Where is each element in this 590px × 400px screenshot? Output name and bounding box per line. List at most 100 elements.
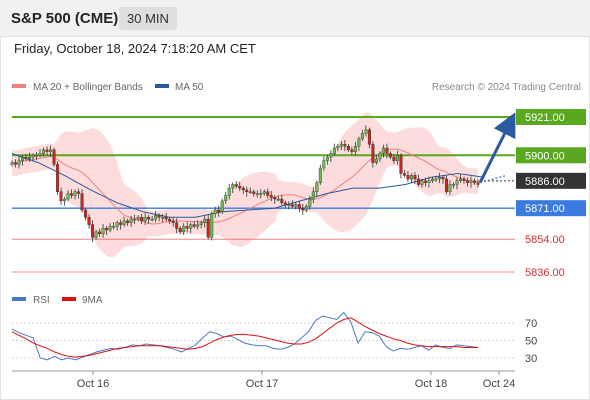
candle (434, 175, 438, 183)
candle (297, 201, 301, 213)
level-label-bg (516, 172, 586, 189)
ma9-legend-swatch (62, 297, 76, 301)
candlesticks (10, 125, 480, 243)
candle (413, 172, 417, 184)
candle-body (294, 204, 298, 207)
candle-body (308, 198, 312, 207)
candle (371, 141, 375, 168)
candle-body (255, 193, 259, 195)
level-label-resistance: 5921.00 (516, 109, 586, 125)
candle (364, 125, 368, 137)
candle-body (178, 228, 182, 233)
candle (280, 194, 284, 206)
candle (70, 189, 74, 199)
rsi-tick-label: 70 (525, 318, 537, 330)
candle (161, 214, 165, 223)
candle-body (290, 204, 294, 207)
candle-body (133, 218, 137, 221)
candle-body (45, 149, 49, 152)
candle-body (381, 147, 385, 154)
candle-body (413, 175, 417, 180)
ma20-line (11, 148, 479, 225)
rsi-legend: RSI 9MA (12, 295, 103, 306)
candle (224, 192, 228, 204)
candle-body (136, 217, 140, 220)
candle (84, 207, 88, 221)
candle-body (119, 222, 123, 225)
candle (119, 219, 123, 230)
candle-body (357, 138, 361, 147)
candle (150, 215, 154, 222)
candle-body (66, 193, 70, 200)
candle (196, 220, 200, 230)
level-label-resistance: 5900.00 (516, 147, 586, 164)
candle (273, 195, 277, 204)
rsi-legend-swatch (12, 297, 26, 301)
ma9-legend-label: 9MA (82, 295, 103, 306)
candle-body (353, 145, 357, 152)
candle-body (38, 153, 42, 156)
candle (378, 151, 382, 163)
candle (189, 222, 193, 234)
candle (311, 187, 315, 204)
candle-body (266, 191, 270, 196)
candle (318, 164, 322, 185)
candle (77, 188, 81, 199)
ma9-line (11, 317, 478, 358)
candle (343, 139, 347, 152)
candle (266, 188, 270, 199)
candle (73, 189, 77, 200)
candle-body (59, 191, 63, 202)
candle-body (140, 217, 144, 222)
candle-body (416, 178, 420, 185)
candle (350, 146, 354, 155)
candle-body (406, 175, 410, 180)
candle (203, 215, 207, 228)
timeframe-badge[interactable]: 30 MIN (119, 7, 177, 30)
candle (252, 189, 256, 197)
candle (87, 214, 91, 229)
candle (168, 216, 172, 225)
candle-body (94, 231, 98, 238)
level-label-support_blue: 5871.00 (516, 200, 586, 217)
candle-body (227, 187, 231, 196)
candle (430, 176, 434, 184)
candle-body (164, 217, 168, 220)
x-tick-label: Oct 17 (246, 378, 278, 390)
candle-body (238, 186, 242, 189)
candle (38, 149, 42, 158)
candle-body (224, 195, 228, 202)
candle (164, 212, 168, 222)
candle (395, 150, 399, 165)
candle-body (10, 162, 14, 165)
candle (374, 154, 378, 165)
candle-body (427, 180, 431, 183)
moving-averages (11, 148, 485, 225)
candle-body (332, 147, 336, 154)
ma50-legend-swatch (155, 84, 169, 88)
candle-body (448, 184, 452, 192)
candle (52, 147, 56, 167)
ma20-legend-label: MA 20 + Bollinger Bands (33, 82, 143, 93)
candle (220, 198, 224, 215)
level-label-text: 5886.00 (525, 176, 565, 188)
candle-body (206, 218, 210, 238)
rsi-line (11, 311, 479, 361)
candle-body (371, 144, 375, 163)
candle (136, 215, 140, 222)
header-bar: S&P 500 (CME) 30 MIN (0, 0, 590, 37)
copyright-text: Research © 2024 Trading Central (432, 82, 581, 93)
candle (294, 202, 298, 210)
candle (472, 178, 476, 185)
candle-body (378, 153, 382, 160)
projection (478, 112, 516, 184)
instrument-title: S&P 500 (CME) (11, 10, 119, 27)
candle-body (105, 228, 109, 231)
candle (406, 170, 410, 183)
candle-body (122, 220, 126, 225)
candle-body (98, 231, 102, 234)
candle (24, 153, 28, 162)
candle (213, 206, 217, 218)
candle (276, 195, 280, 202)
candle-body (87, 217, 91, 225)
